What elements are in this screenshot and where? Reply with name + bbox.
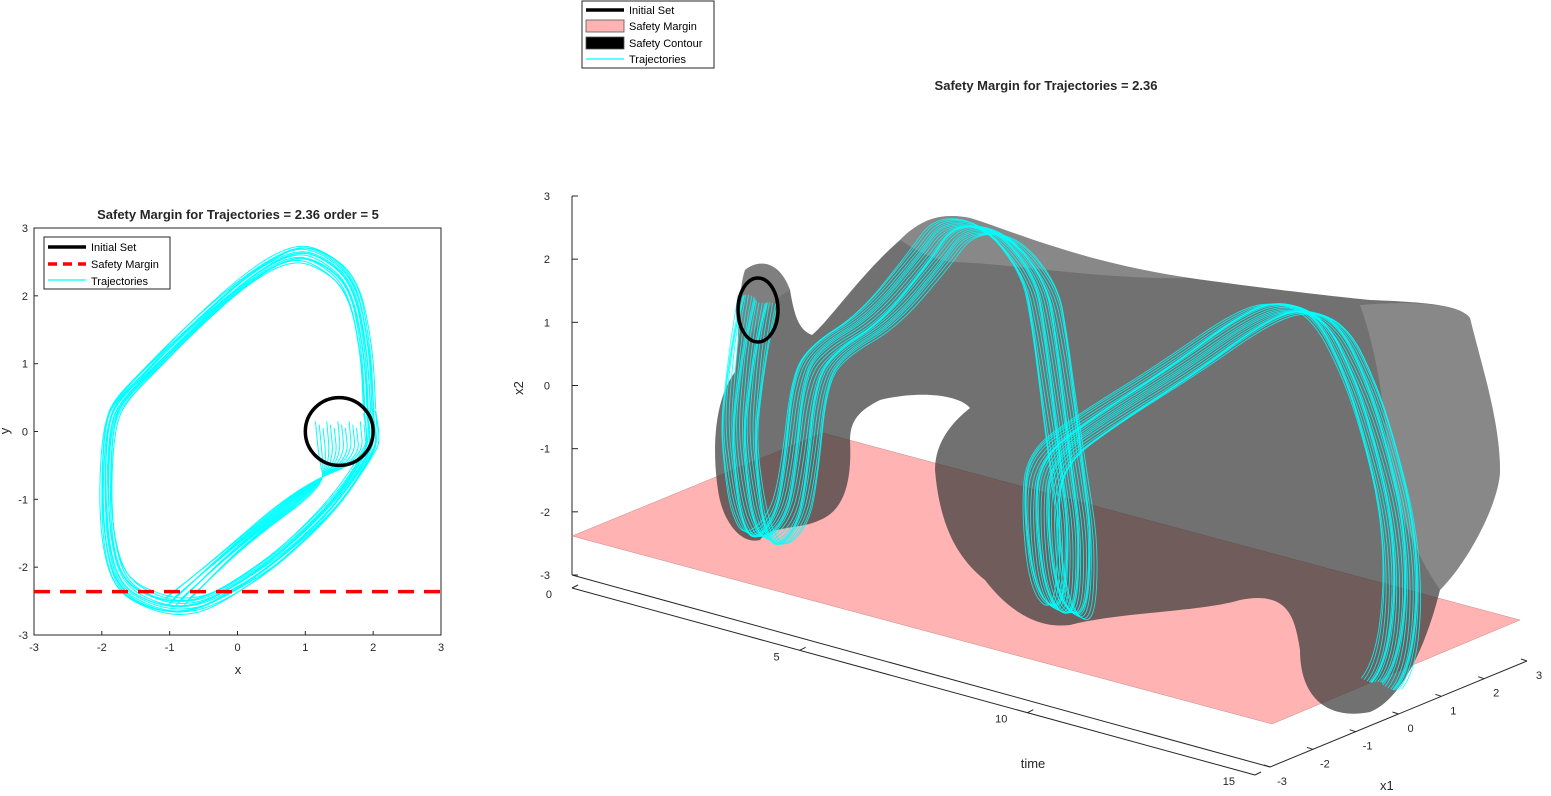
x1-tick-4 — [1435, 693, 1442, 697]
safety-contour-highlights — [740, 216, 1500, 590]
left-ytick-label-2: -1 — [18, 494, 28, 506]
traj3d-13 — [744, 226, 1407, 687]
traj3d-12 — [743, 225, 1406, 686]
traj3d-14 — [745, 227, 1408, 689]
x1-tick-label-2: -1 — [1363, 741, 1373, 753]
time-tick-label-2: 10 — [995, 714, 1007, 726]
z-tick-label-3: 0 — [544, 381, 550, 393]
legend3d-margin-swatch — [585, 19, 625, 33]
legend3d-traj-label: Trajectories — [629, 54, 687, 66]
traj3d-1 — [722, 219, 1385, 680]
traj3d-19 — [755, 233, 1418, 691]
legend-initial-label: Initial Set — [91, 242, 136, 254]
time-tick-label-3: 15 — [1223, 776, 1235, 788]
x1-tick-5 — [1478, 676, 1485, 680]
z-tick-label-1: -2 — [540, 507, 550, 519]
traj3d-18 — [754, 232, 1417, 691]
legend3d-initial-label: Initial Set — [629, 5, 674, 17]
transient-2 — [185, 428, 326, 604]
left-xtick-label-3: 0 — [234, 642, 240, 654]
left-legend: Initial Set Safety Margin Trajectories — [43, 236, 171, 290]
trajectory-10 — [104, 251, 374, 610]
x1-axis-label: x1 — [1380, 778, 1394, 793]
right-initial-set — [736, 276, 780, 344]
time-tick-label-1: 5 — [774, 651, 780, 663]
x1-tick-6 — [1520, 658, 1528, 662]
left-ytick-label-0: -3 — [18, 630, 28, 642]
right-trajectories — [721, 218, 1422, 691]
x1-tick-3 — [1392, 711, 1399, 715]
trajectory-2 — [110, 257, 368, 602]
left-xtick-label-2: -1 — [165, 642, 175, 654]
x1-tick-label-1: -2 — [1320, 758, 1330, 770]
traj3d-2 — [723, 220, 1387, 682]
z-tick-label-5: 2 — [544, 254, 550, 266]
time-axis-label: time — [1021, 756, 1046, 771]
z-tick-label-6: 3 — [544, 191, 550, 203]
left-xtick-label-1: -2 — [97, 642, 107, 654]
left-ytick-label-3: 0 — [22, 427, 28, 439]
traj3d-3 — [725, 221, 1390, 683]
safety-contour-surface — [715, 216, 1500, 714]
z-axis-label: x2 — [511, 381, 526, 395]
time-tick-1 — [799, 646, 806, 651]
legend-traj-label: Trajectories — [91, 276, 149, 288]
left-xtick-label-0: -3 — [29, 642, 39, 654]
x1-tick-label-3: 0 — [1407, 723, 1413, 735]
x1-tick-label-5: 2 — [1493, 688, 1499, 700]
left-title: Safety Margin for Trajectories = 2.36 or… — [97, 207, 379, 222]
z-tick-label-4: 1 — [544, 317, 550, 329]
legend-margin-label: Safety Margin — [91, 259, 159, 271]
x1-tick-1 — [1306, 746, 1313, 750]
z-tick-label-2: -1 — [540, 444, 550, 456]
time-tick-2 — [1027, 709, 1034, 714]
x1-tick-label-6: 3 — [1536, 670, 1542, 682]
time-tick-0 — [571, 584, 579, 589]
left-ticks: -3 -2 -1 0 1 2 3 -3 -2 -1 0 1 2 3 — [18, 223, 444, 654]
left-xlabel: x — [235, 662, 242, 677]
trajectory-15 — [99, 245, 380, 616]
left-xtick-label-6: 3 — [438, 642, 444, 654]
x1-tick-2 — [1349, 729, 1356, 733]
z-axis: -3 -2 -1 0 1 2 3 x2 — [511, 191, 578, 582]
initial-set-circle — [303, 395, 375, 468]
transient-13 — [163, 424, 367, 601]
x1-tick-0 — [1263, 764, 1271, 768]
x1-tick-label-0: -3 — [1277, 776, 1287, 788]
left-plot: Safety Margin for Trajectories = 2.36 or… — [0, 207, 444, 677]
legend3d-contour-swatch — [585, 36, 625, 50]
time-tick-3 — [1254, 771, 1262, 776]
transient-3 — [183, 421, 330, 607]
transient-0 — [189, 421, 324, 599]
z-tick-label-0: -3 — [540, 570, 550, 582]
time-tick-label-0: 0 — [546, 589, 552, 601]
traj3d-6 — [732, 225, 1395, 683]
right-title: Safety Margin for Trajectories = 2.36 — [935, 78, 1158, 93]
left-ytick-label-4: 1 — [22, 359, 28, 371]
right-legend: Initial Set Safety Margin Safety Contour… — [581, 0, 715, 69]
left-trajectories — [99, 245, 380, 616]
traj3d-15 — [746, 228, 1411, 690]
time-axis-ticks: 0 5 10 15 — [546, 584, 1262, 788]
traj3d-0 — [721, 218, 1384, 679]
right-plot: Safety Margin for Trajectories = 2.36 -3… — [511, 0, 1542, 793]
left-ytick-label-6: 3 — [22, 223, 28, 235]
trajectory-11 — [102, 248, 377, 612]
left-xtick-label-4: 1 — [302, 642, 308, 654]
x1-tick-label-4: 1 — [1450, 705, 1456, 717]
traj3d-5 — [731, 224, 1395, 684]
left-ytick-label-5: 2 — [22, 291, 28, 303]
x1-axis-ticks: -3 -2 -1 0 1 2 3 — [1263, 658, 1542, 788]
left-ylabel: y — [0, 427, 12, 434]
left-xtick-label-5: 2 — [370, 642, 376, 654]
legend3d-margin-label: Safety Margin — [629, 21, 697, 33]
legend3d-contour-label: Safety Contour — [629, 38, 703, 50]
traj3d-21 — [757, 233, 1422, 690]
transient-1 — [187, 424, 324, 601]
left-ytick-label-1: -2 — [18, 562, 28, 574]
